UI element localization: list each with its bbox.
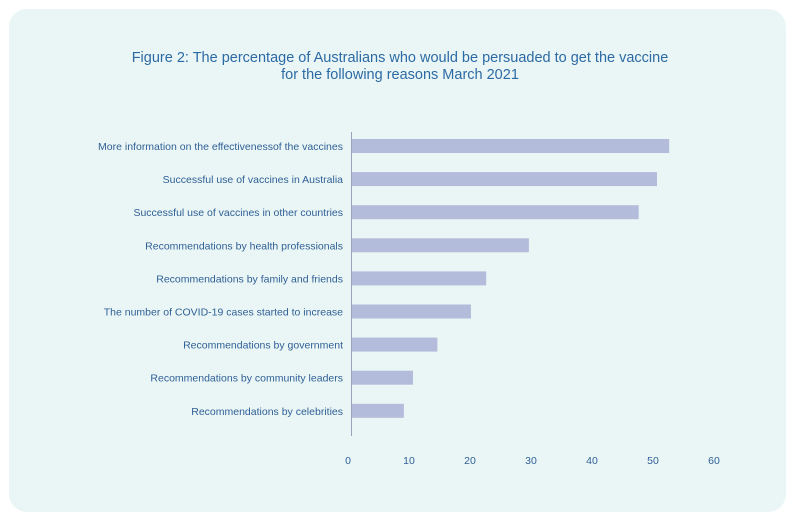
bar-1 [352,139,670,153]
x-tick-label-30: 30 [525,455,537,467]
category-label-1: More information on the effectivenessof … [98,141,343,153]
x-tick-label-0: 0 [345,455,351,467]
x-tick-label-50: 50 [647,455,659,467]
bar-8 [352,370,413,385]
category-label-7: Recommendations by government [183,340,343,352]
title-line-1: Figure 2: The percentage of Australians … [131,50,669,66]
bar-4 [352,238,529,253]
x-tick-label-10: 10 [403,455,415,467]
bar-3 [352,205,639,220]
category-label-3: Successful use of vaccines in other coun… [133,207,343,219]
bar-5 [352,271,487,286]
category-labels: More information on the effectivenessof … [98,141,343,418]
x-tick-label-40: 40 [586,455,598,467]
x-tick-labels: 0 10 20 30 40 50 60 [345,455,720,467]
bar-7 [352,337,438,352]
category-label-9: Recommendations by celebrities [191,406,343,418]
category-label-2: Successful use of vaccines in Australia [163,174,344,186]
bars-group [352,139,670,418]
category-label-4: Recommendations by health professionals [145,240,343,252]
bar-6 [352,304,471,319]
bar-2 [352,172,657,187]
category-label-6: The number of COVID-19 cases started to … [104,307,343,319]
x-tick-label-60: 60 [708,455,720,467]
chart-title: Figure 2: The percentage of Australians … [0,50,800,84]
x-tick-label-20: 20 [464,455,476,467]
category-label-8: Recommendations by community leaders [150,373,343,385]
title-line-2: for the following reasons March 2021 [281,67,519,83]
chart-panel [9,9,786,512]
bar-9 [352,403,404,418]
category-label-5: Recommendations by family and friends [156,273,343,285]
